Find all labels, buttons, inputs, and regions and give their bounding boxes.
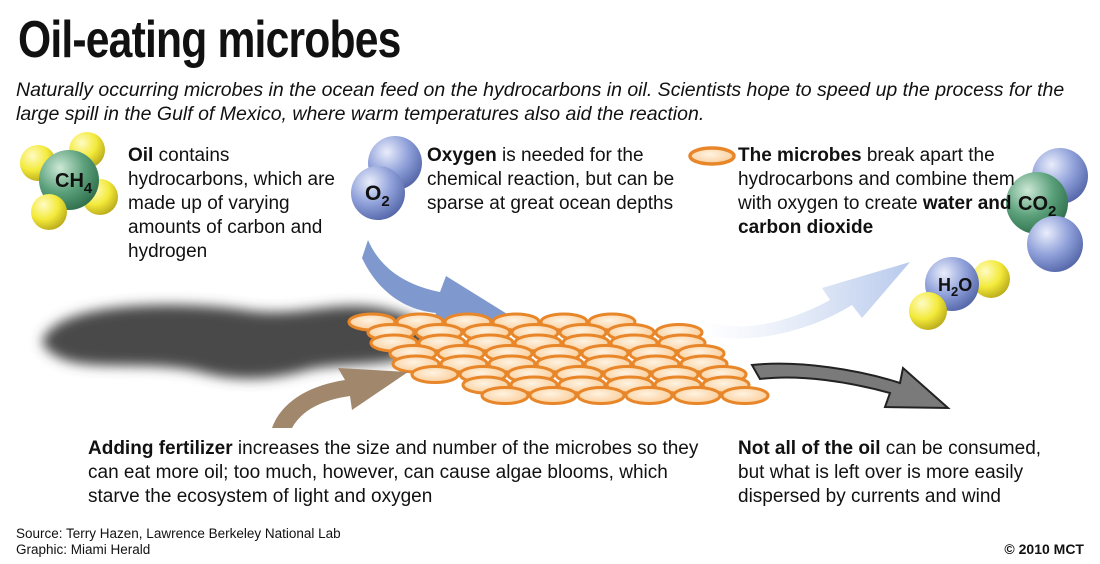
- co2-molecule: CO2: [1006, 148, 1088, 272]
- leftover-arrow: [750, 362, 951, 410]
- fertilizer-description: Adding fertilizer increases the size and…: [88, 438, 699, 507]
- ch4-molecule: CH4: [20, 132, 118, 230]
- microbe: [672, 386, 722, 405]
- microbe: [624, 386, 674, 405]
- oil-slick: [42, 304, 428, 379]
- microbe: [410, 365, 460, 384]
- page-title: Oil-eating microbes: [18, 11, 401, 69]
- microbe-cluster: [347, 312, 770, 405]
- microbe-legend-icon: [688, 146, 736, 166]
- o2-molecule: O2: [351, 136, 422, 220]
- microbe: [576, 386, 626, 405]
- oil-description: Oil contains hydrocarbons, which are mad…: [128, 145, 335, 262]
- oxygen-arrow: [362, 240, 520, 330]
- microbe: [528, 386, 578, 405]
- copyright: © 2010 MCT: [1004, 541, 1084, 557]
- o2-label: O2: [365, 182, 390, 210]
- microbe: [480, 386, 530, 405]
- subtitle: Naturally occurring microbes in the ocea…: [16, 79, 1065, 125]
- h2o-label: H2O: [938, 275, 972, 299]
- source-credit: Source: Terry Hazen, Lawrence Berkeley N…: [16, 526, 341, 541]
- microbe: [720, 386, 770, 405]
- h2o-molecule: H2O: [909, 257, 1010, 330]
- fertilizer-arrow: [272, 368, 408, 428]
- graphic-credit: Graphic: Miami Herald: [16, 542, 151, 557]
- ch4-label: CH4: [55, 170, 93, 197]
- oxygen-description: Oxygen is needed for the chemical reacti…: [427, 145, 675, 214]
- leftover-description: Not all of the oil can be consumed, but …: [738, 438, 1042, 507]
- products-arrow: [702, 262, 910, 339]
- co2-label: CO2: [1018, 193, 1056, 220]
- microbes-description: The microbes break apart the hydrocarbon…: [738, 145, 1015, 238]
